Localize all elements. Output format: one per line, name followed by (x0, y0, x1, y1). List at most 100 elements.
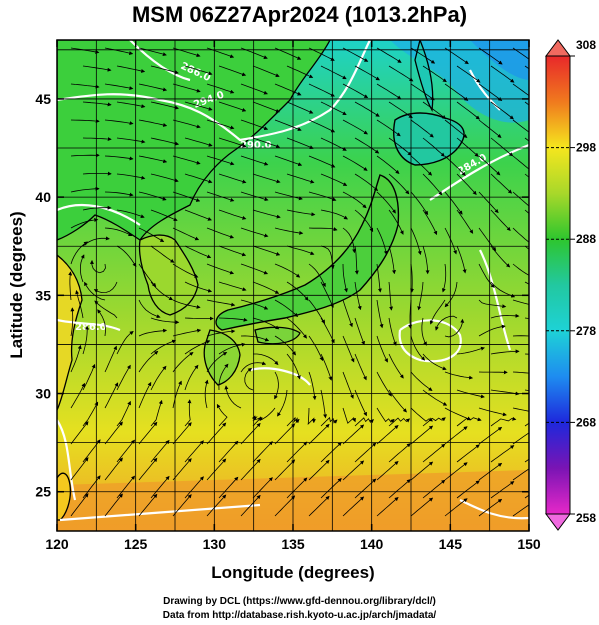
streamline-arrow (422, 417, 446, 427)
streamline-arrow (388, 101, 413, 119)
streamline-arrow (172, 422, 192, 445)
streamline-arrow (376, 335, 388, 363)
streamline-arrow (150, 365, 167, 391)
streamline-arrow (97, 309, 106, 337)
streamline-arrow (172, 47, 201, 58)
streamline-arrow (422, 65, 447, 83)
colorbar-top-arrow (545, 39, 571, 57)
streamline-arrow (478, 299, 507, 309)
streamline-arrow (206, 494, 227, 517)
streamline-arrow (320, 416, 338, 427)
streamline-arrow (444, 462, 468, 481)
streamline-arrow (456, 173, 477, 195)
streamline-arrow (218, 342, 246, 355)
streamline-arrow (308, 155, 336, 168)
streamline-arrow (104, 345, 117, 373)
streamline-arrow (206, 458, 227, 481)
streamline-arrow (422, 209, 438, 236)
streamline-arrow (286, 477, 308, 499)
streamline-arrow (342, 407, 356, 424)
streamline-arrow (512, 119, 529, 133)
streamline-arrow (286, 245, 315, 255)
land-kyushu (203, 329, 241, 386)
streamline-arrow (184, 65, 213, 76)
streamline-arrow (354, 281, 362, 311)
streamline-arrow (244, 367, 254, 391)
streamline-arrow (184, 340, 211, 355)
streamline-arrow (82, 325, 90, 355)
streamline-arrow (376, 47, 402, 63)
streamline-arrow (456, 65, 481, 83)
streamline-arrow (354, 209, 374, 233)
streamline-arrow (138, 263, 157, 287)
streamline-arrow (138, 47, 167, 57)
streamline-arrow (286, 137, 314, 149)
streamline-arrow (82, 65, 112, 72)
streamline-arrow (150, 245, 175, 263)
streamline-arrow (274, 335, 296, 356)
streamline-arrow (184, 364, 199, 391)
streamline-arrow (218, 137, 247, 148)
streamline-arrow (240, 227, 269, 238)
streamline-arrow (376, 263, 382, 293)
streamline-arrow (478, 227, 497, 252)
streamline-arrow (512, 432, 529, 445)
streamline-arrow (444, 227, 457, 255)
streamline-arrow (444, 407, 472, 421)
streamline-arrow (376, 407, 395, 424)
streamline-arrow (116, 101, 146, 109)
streamline-arrow (308, 459, 330, 481)
streamline-arrow (218, 363, 229, 391)
streamline-arrow (456, 209, 474, 234)
streamline-arrow (172, 494, 192, 517)
streamline-arrow (150, 101, 179, 110)
streamline-arrow (444, 426, 468, 445)
streamline-arrow (138, 457, 158, 481)
streamline-arrow (478, 155, 501, 176)
streamline-arrow (308, 299, 325, 324)
streamline-arrow (218, 101, 247, 112)
streamline-arrow (320, 101, 347, 115)
streamline-arrow (274, 299, 299, 318)
contour-line (57, 318, 121, 332)
streamline-arrow (274, 495, 296, 517)
streamline-arrow (320, 209, 348, 220)
x-tick-label: 140 (360, 536, 384, 552)
streamline-arrow (410, 227, 422, 256)
streamline-arrow (240, 335, 270, 342)
streamline-arrow (150, 317, 180, 325)
x-axis-title: Longitude (degrees) (211, 563, 374, 582)
streamline-arrow (320, 478, 342, 499)
streamline-arrow (456, 444, 480, 463)
streamline-arrow (138, 350, 159, 373)
streamline-arrow (82, 137, 112, 142)
streamline-arrow (308, 227, 338, 232)
streamline-arrow (429, 299, 446, 325)
y-axis-ticks: 25 30 35 40 45 (35, 91, 529, 500)
streamline-arrow (286, 317, 307, 339)
streamline-arrow (512, 335, 529, 337)
streamline-arrow (490, 445, 515, 463)
streamline-arrow (444, 191, 463, 215)
streamline-arrow (274, 423, 296, 445)
streamline-arrow (444, 119, 468, 139)
streamline-arrow (172, 380, 182, 409)
streamline-arrow (218, 245, 247, 257)
streamline-arrow (184, 281, 213, 293)
streamline-arrow (138, 381, 152, 409)
streamline-arrow (274, 47, 302, 60)
streamline-arrow (240, 155, 269, 166)
streamline-arrow (116, 209, 145, 219)
colorbar: 308 298 288 278 268 258 (545, 38, 596, 531)
streamline-arrow (388, 353, 404, 379)
streamline-arrow (252, 101, 280, 113)
streamline-arrow (70, 153, 100, 158)
streamline-arrow (388, 479, 411, 499)
streamline-arrow (490, 137, 514, 157)
streamline-arrow (342, 496, 365, 517)
streamline-arrow (252, 209, 281, 219)
streamline-arrow (70, 119, 100, 124)
streamline-arrow (512, 83, 529, 97)
contour-line (57, 203, 141, 226)
